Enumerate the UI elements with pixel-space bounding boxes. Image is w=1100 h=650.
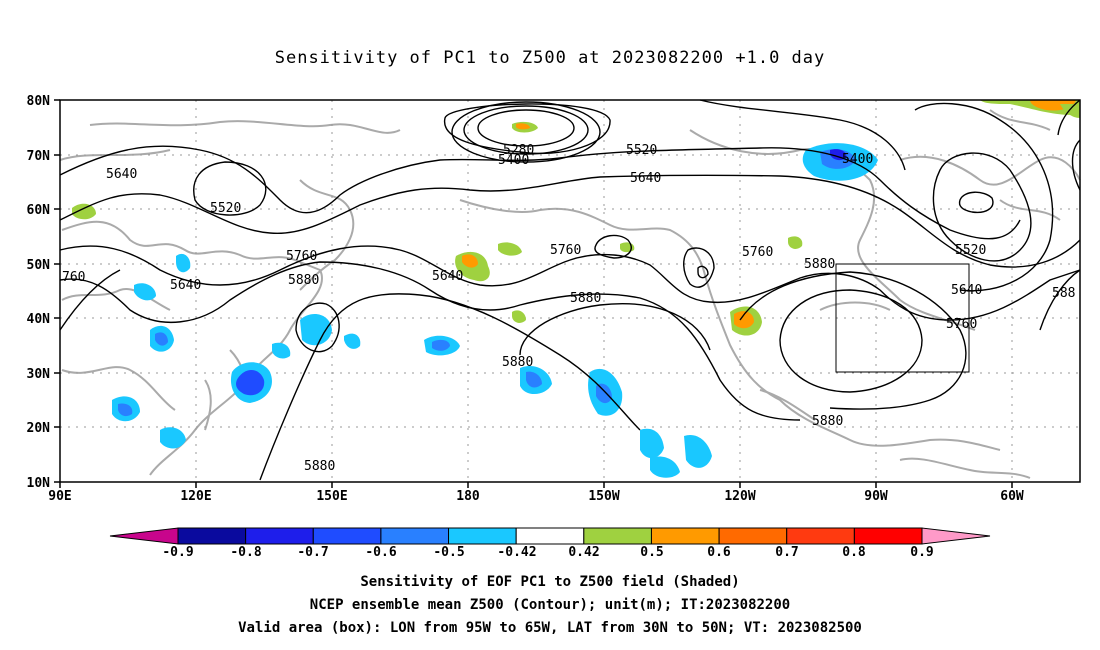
lat-label: 20N bbox=[27, 421, 51, 436]
colorbar-box bbox=[853, 527, 923, 545]
contour-label: 588 bbox=[1052, 286, 1075, 301]
lat-label: 10N bbox=[27, 476, 51, 491]
contour-5400 bbox=[444, 103, 611, 155]
lon-label: 120E bbox=[180, 489, 211, 504]
caption-line-1: Sensitivity of EOF PC1 to Z500 field (Sh… bbox=[360, 574, 740, 590]
contour-5880 bbox=[259, 293, 641, 481]
colorbar-box bbox=[786, 527, 855, 545]
colorbar-label: -0.8 bbox=[230, 545, 261, 560]
contour-label: 5880 bbox=[304, 459, 335, 474]
contour-label: 5640 bbox=[951, 283, 982, 298]
lon-label: 120W bbox=[724, 489, 755, 504]
lat-label: 30N bbox=[27, 367, 51, 382]
axis-ticks bbox=[54, 99, 1013, 488]
colorbar-label: 0.6 bbox=[707, 545, 731, 560]
lon-label: 90E bbox=[48, 489, 71, 504]
contour-label: 5400 bbox=[842, 152, 873, 167]
colorbar-box bbox=[515, 527, 585, 545]
lon-label: 150E bbox=[316, 489, 347, 504]
colorbar-label: 0.8 bbox=[842, 545, 866, 560]
colorbar-box bbox=[650, 527, 720, 545]
colorbar-box bbox=[380, 527, 450, 545]
shaded-negative-areas bbox=[112, 143, 878, 478]
colorbar-box bbox=[312, 527, 382, 545]
colorbar-labels: -0.9 -0.8 -0.7 -0.6 -0.5 -0.42 0.42 0.5 … bbox=[162, 545, 933, 560]
colorbar-label: -0.42 bbox=[497, 545, 536, 560]
lat-label: 80N bbox=[27, 94, 51, 109]
colorbar-label: -0.5 bbox=[433, 545, 464, 560]
lon-label: 60W bbox=[1000, 489, 1024, 504]
contour-label: 5760 bbox=[286, 249, 317, 264]
colorbar-label: 0.5 bbox=[640, 545, 663, 560]
contour-label: 5880 bbox=[570, 291, 601, 306]
colorbar-label: -0.6 bbox=[365, 545, 396, 560]
lat-label: 60N bbox=[27, 203, 51, 218]
caption-line-3: Valid area (box): LON from 95W to 65W, L… bbox=[238, 620, 862, 636]
contour-label: 5640 bbox=[170, 278, 201, 293]
map-frame bbox=[60, 100, 1080, 482]
colorbar-box bbox=[245, 527, 314, 545]
z500-contours bbox=[59, 99, 1081, 481]
contour-label: 760 bbox=[62, 270, 85, 285]
contour-label: 5760 bbox=[742, 245, 773, 260]
coastlines bbox=[59, 109, 1081, 479]
contour-label: 5400 bbox=[498, 153, 529, 168]
grid-lines bbox=[60, 100, 1080, 482]
colorbar-box bbox=[583, 527, 652, 545]
colorbar-label: -0.9 bbox=[162, 545, 193, 560]
contour-5280 bbox=[477, 109, 575, 147]
page-title: Sensitivity of PC1 to Z500 at 2023082200… bbox=[274, 48, 826, 68]
colorbar-label: -0.7 bbox=[297, 545, 328, 560]
lat-label: 40N bbox=[27, 312, 51, 327]
colorbar-box bbox=[448, 527, 517, 545]
contour-label: 5880 bbox=[288, 273, 319, 288]
contour-labels: 5280 5400 5520 5640 5400 5520 5640 5520 … bbox=[60, 0, 1075, 474]
colorbar-label: 0.7 bbox=[775, 545, 798, 560]
contour-label: 5760 bbox=[60, 0, 91, 4]
lat-label: 50N bbox=[27, 258, 51, 273]
contour-label: 5640 bbox=[106, 167, 137, 182]
contour-label: 5880 bbox=[812, 414, 843, 429]
latitude-labels: 80N 70N 60N 50N 40N 30N 20N 10N bbox=[27, 94, 51, 491]
colorbar-box bbox=[718, 527, 788, 545]
contour-label: 5640 bbox=[630, 171, 661, 186]
colorbar-box bbox=[177, 527, 247, 545]
colorbar-left-arrow bbox=[109, 527, 179, 545]
longitude-labels: 90E 120E 150E 180 150W 120W 90W 60W bbox=[48, 489, 1024, 504]
shaded-positive-areas bbox=[72, 100, 1080, 336]
contour-label: 5760 bbox=[946, 317, 977, 332]
lon-label: 90W bbox=[864, 489, 888, 504]
contour-label: 5760 bbox=[550, 243, 581, 258]
map-border bbox=[59, 99, 1081, 483]
colorbar-label: 0.9 bbox=[910, 545, 933, 560]
valid-area-box bbox=[835, 263, 970, 373]
contour-label: 5280 bbox=[503, 143, 534, 158]
contour-label: 5520 bbox=[210, 201, 241, 216]
contour-5520 bbox=[193, 161, 267, 216]
contour-label: 5520 bbox=[60, 0, 91, 4]
caption-line-2: NCEP ensemble mean Z500 (Contour); unit(… bbox=[309, 597, 791, 613]
lon-label: 150W bbox=[588, 489, 619, 504]
colorbar-boxes bbox=[177, 527, 923, 545]
contour-label: 5640 bbox=[432, 269, 463, 284]
lat-label: 70N bbox=[27, 149, 51, 164]
colorbar: -0.9 -0.8 -0.7 -0.6 -0.5 -0.42 0.42 0.5 … bbox=[109, 527, 991, 560]
contour-label: 5520 bbox=[955, 243, 986, 258]
lon-label: 180 bbox=[456, 489, 480, 504]
colorbar-label: 0.42 bbox=[568, 545, 599, 560]
contour-label: 5880 bbox=[502, 355, 533, 370]
contour-label: 5880 bbox=[804, 257, 835, 272]
contour-label: 5520 bbox=[626, 143, 657, 158]
colorbar-right-arrow bbox=[921, 527, 991, 545]
